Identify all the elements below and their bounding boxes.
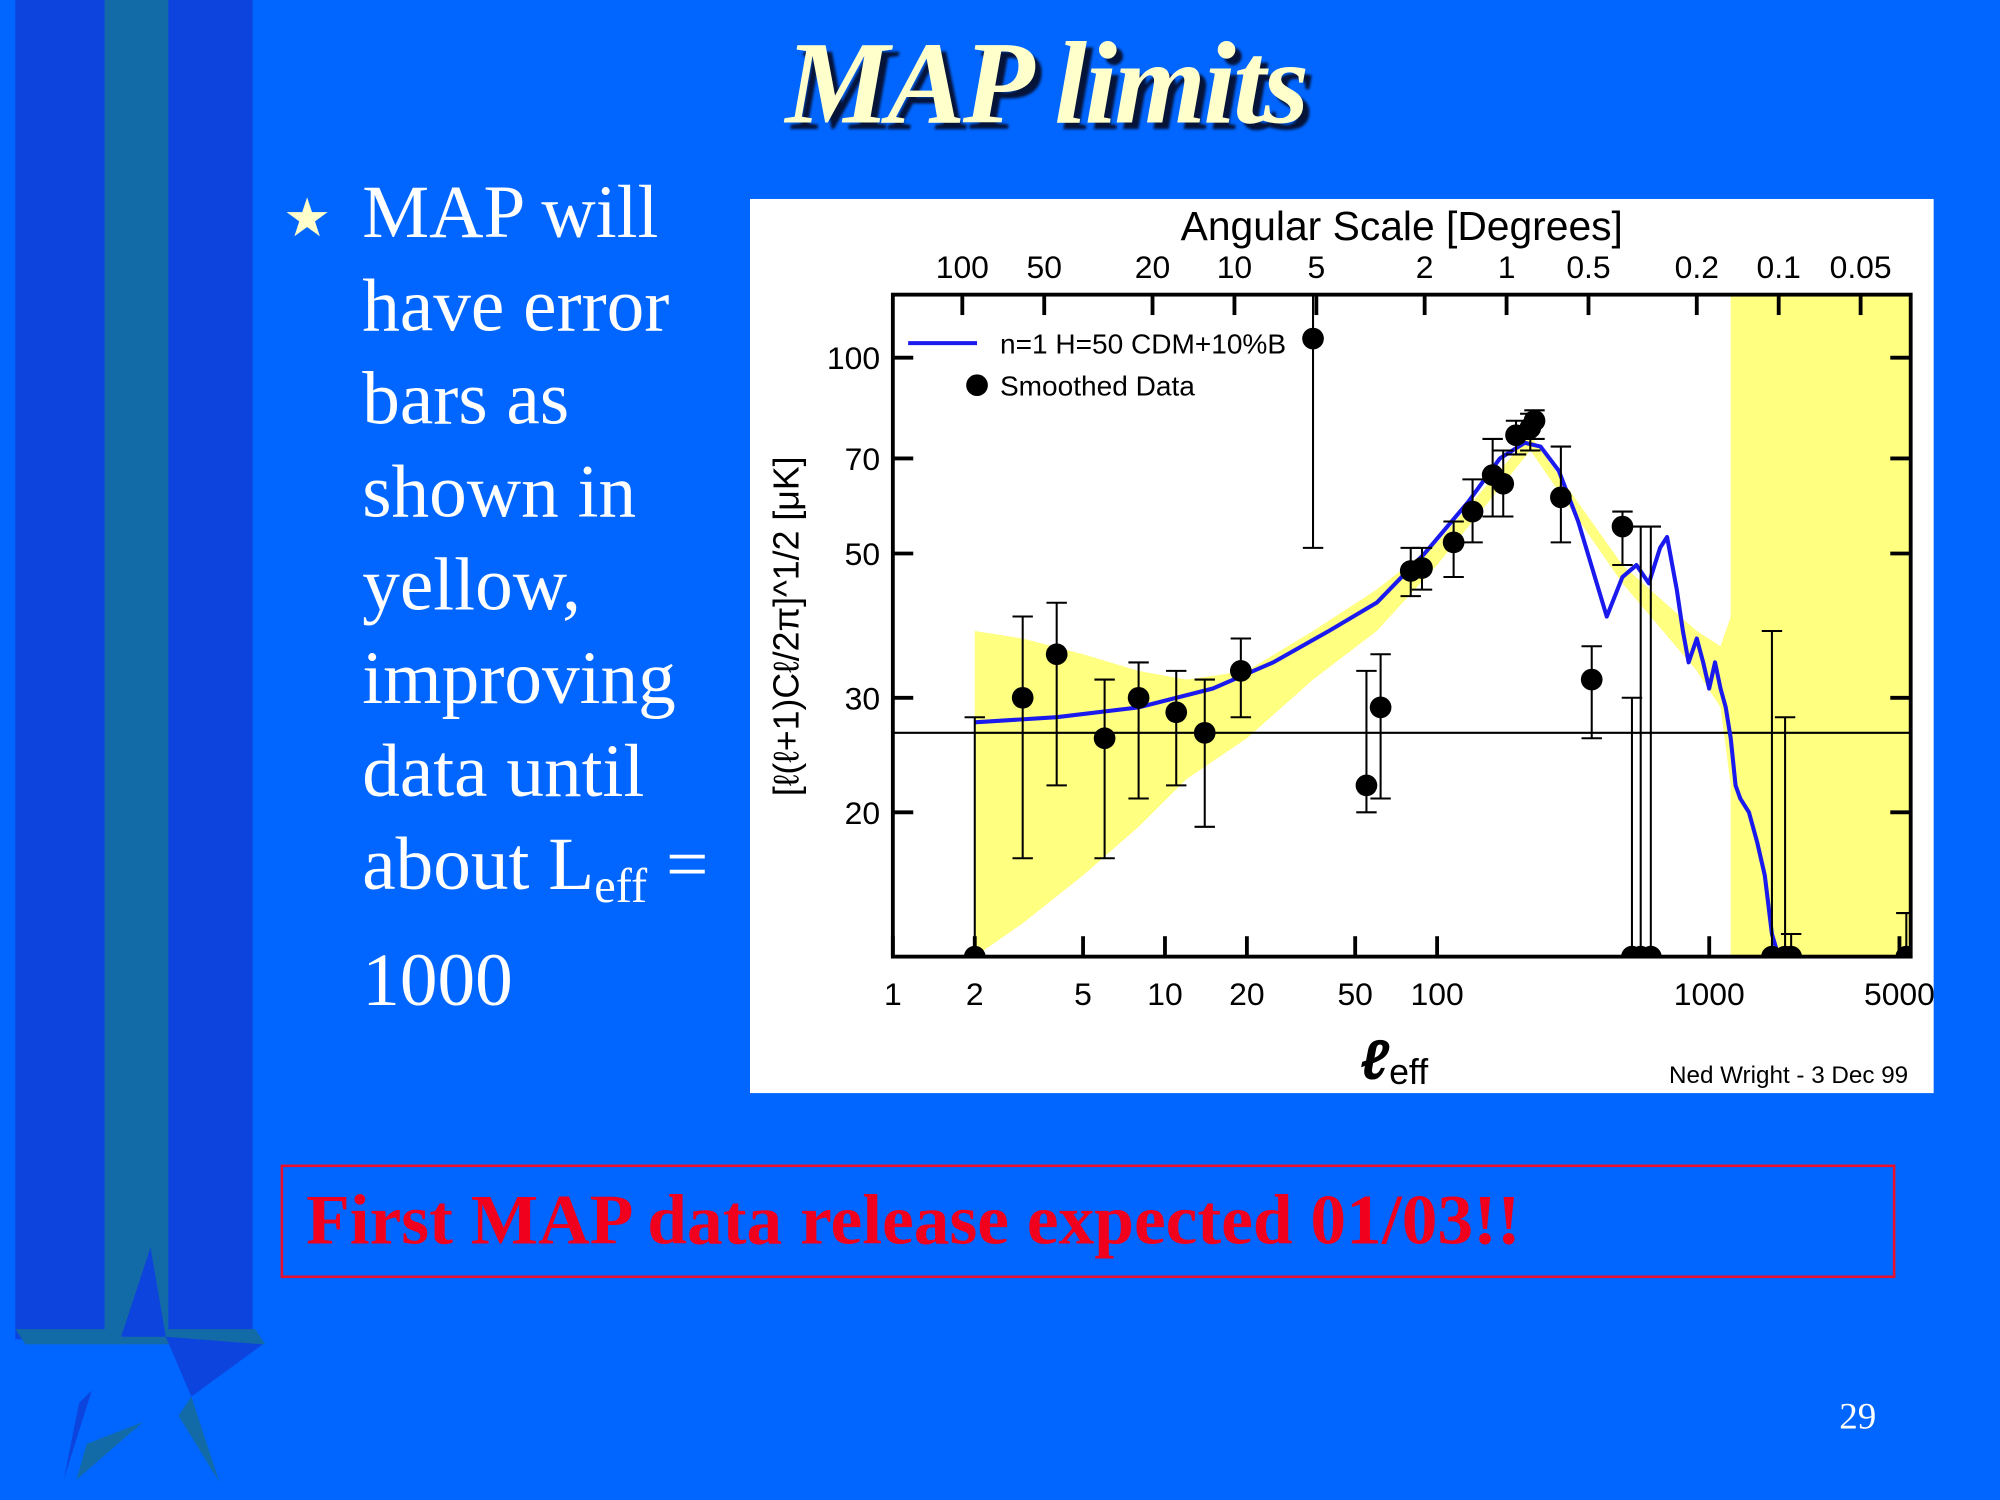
- data-point-10: [1355, 774, 1378, 797]
- power-spectrum-chart: 1 2 5 10 20 50 100 1000 5000 100 50 20 10 5 2 1 0.5 0.2 0.…: [749, 198, 1934, 1094]
- top-tick-label-3: 10: [1217, 249, 1252, 285]
- top-tick-label-2: 20: [1135, 249, 1170, 285]
- top-tick-label-4: 5: [1307, 249, 1325, 285]
- top-tick-label-9: 0.1: [1757, 249, 1801, 285]
- decor-bar-1: [15, 0, 105, 1340]
- top-tick-label-6: 1: [1498, 249, 1516, 285]
- data-point-21: [1550, 486, 1572, 509]
- y-axis-label: [ℓ(ℓ+1)Cℓ/2π]^1/2 [μK]: [766, 456, 806, 796]
- x-axis-label: ℓeff: [1360, 1028, 1428, 1092]
- data-point-17: [1492, 472, 1515, 495]
- data-point-9: [1302, 327, 1324, 350]
- data-point-3: [1045, 643, 1068, 666]
- chart-credit: Ned Wright - 3 Dec 99: [1669, 1062, 1908, 1089]
- data-point-11: [1369, 696, 1392, 719]
- top-tick-label-1: 50: [1026, 249, 1061, 285]
- data-point-7: [1193, 721, 1216, 744]
- x-tick-label-50: 50: [1337, 976, 1372, 1012]
- x-tick-label-2: 2: [966, 976, 984, 1012]
- y-tick-label-30: 30: [845, 680, 880, 716]
- data-point-4: [1093, 727, 1116, 750]
- data-point-2: [1011, 686, 1034, 709]
- x-tick-label-1: 1: [884, 976, 902, 1012]
- top-tick-label-10: 0.05: [1830, 249, 1892, 285]
- y-tick-label-70: 70: [845, 441, 880, 477]
- bullet-star-icon: ★: [283, 190, 332, 249]
- top-tick-label-7: 0.5: [1566, 249, 1610, 285]
- bullet-text: MAP will have error bars as shown in yel…: [362, 169, 709, 1022]
- top-tick-label-5: 2: [1416, 249, 1434, 285]
- data-point-23: [1611, 515, 1634, 538]
- data-point-5: [1127, 686, 1150, 709]
- x-tick-label-100: 100: [1411, 976, 1464, 1012]
- error-band-2: [1730, 294, 1911, 957]
- data-point-6: [1165, 701, 1188, 724]
- slide-title: MAP limits: [785, 17, 1309, 148]
- x-tick-label-5: 5: [1074, 976, 1092, 1012]
- x-tick-label-20: 20: [1229, 976, 1264, 1012]
- plot-frame: [890, 292, 1913, 959]
- data-point-29: [1780, 945, 1802, 957]
- top-tick-label-8: 0.2: [1675, 249, 1719, 285]
- callout-text: First MAP data release expected 01/03!!: [306, 1181, 1521, 1261]
- x-axis-label-sub: eff: [1389, 1052, 1428, 1092]
- data-point-20: [1523, 409, 1546, 432]
- legend-point-swatch: [966, 374, 988, 397]
- top-tick-label-0: 100: [936, 249, 989, 285]
- data-point-22: [1580, 668, 1603, 691]
- y-tick-label-50: 50: [845, 536, 880, 572]
- decor-star-icon: [63, 1247, 263, 1483]
- y-tick-label-20: 20: [845, 795, 880, 831]
- data-point-26: [1639, 945, 1662, 957]
- data-point-14: [1442, 531, 1465, 554]
- data-point-15: [1461, 500, 1484, 523]
- error-band-1: [974, 542, 1438, 957]
- error-band-mid: [1437, 294, 1754, 786]
- x-tick-label-5000: 5000: [1864, 976, 1934, 1012]
- legend-curve-label: n=1 H=50 CDM+10%B: [1000, 328, 1286, 359]
- page-number: 29: [1839, 1396, 1877, 1438]
- decor-bar-2: [104, 0, 169, 1340]
- x-tick-label-10: 10: [1147, 976, 1182, 1012]
- y-tick-label-100: 100: [827, 340, 880, 376]
- legend-points-label: Smoothed Data: [1000, 370, 1195, 401]
- plot-area: [892, 294, 1911, 957]
- release-callout: First MAP data release expected 01/03!!: [280, 1164, 1896, 1279]
- x-axis-label-main: ℓ: [1360, 1028, 1390, 1091]
- chart-title: Angular Scale [Degrees]: [1181, 203, 1623, 249]
- chart-svg: 1 2 5 10 20 50 100 1000 5000 100 50 20 10 5 2 1 0.5 0.2 0.…: [766, 203, 1934, 1092]
- decor-bar-3: [168, 0, 253, 1340]
- data-point-8: [1229, 660, 1252, 682]
- x-tick-label-1000: 1000: [1674, 976, 1745, 1012]
- data-point-13: [1411, 557, 1433, 579]
